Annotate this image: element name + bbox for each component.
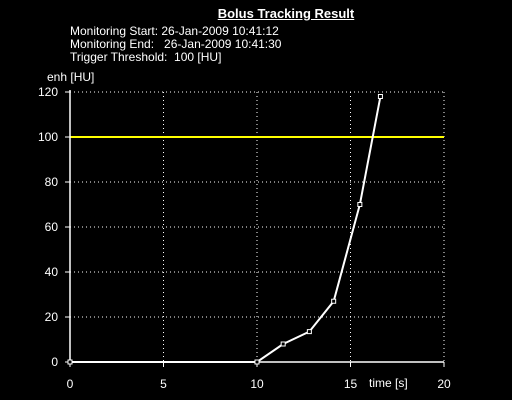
monitoring-info: Monitoring Start: 26-Jan-2009 10:41:12 M… <box>70 25 281 64</box>
axes <box>65 90 445 367</box>
x-axis-label: time [s] <box>369 376 408 390</box>
x-tick-label: 20 <box>437 377 451 391</box>
x-tick-label: 10 <box>250 377 264 391</box>
data-point <box>331 298 337 304</box>
x-tick-label: 5 <box>160 377 167 391</box>
monitoring-end: Monitoring End: 26-Jan-2009 10:41:30 <box>70 37 282 51</box>
data-point <box>306 329 312 335</box>
data-point <box>377 94 383 99</box>
y-tick-label: 80 <box>45 175 59 189</box>
monitoring-start: Monitoring Start: 26-Jan-2009 10:41:12 <box>70 24 279 38</box>
y-axis-label: enh [HU] <box>47 70 94 84</box>
y-tick-label: 0 <box>51 355 58 369</box>
x-tick-label: 0 <box>67 377 74 391</box>
data-point <box>280 341 286 347</box>
grid-lines <box>70 91 445 362</box>
y-tick-label: 120 <box>38 85 58 99</box>
y-tick-label: 40 <box>45 265 59 279</box>
data-point <box>254 359 260 365</box>
data-point <box>67 359 73 365</box>
y-tick-label: 20 <box>45 310 59 324</box>
x-tick-label: 15 <box>344 377 358 391</box>
data-points <box>67 94 383 365</box>
chart-title: Bolus Tracking Result <box>217 6 355 21</box>
tick-labels: 0 20 40 60 80 100 120 0 5 10 15 20 <box>38 85 451 391</box>
data-point <box>357 202 363 207</box>
trigger-threshold: Trigger Threshold: 100 [HU] <box>70 50 222 64</box>
y-tick-label: 100 <box>38 130 58 144</box>
y-tick-label: 60 <box>45 220 59 234</box>
